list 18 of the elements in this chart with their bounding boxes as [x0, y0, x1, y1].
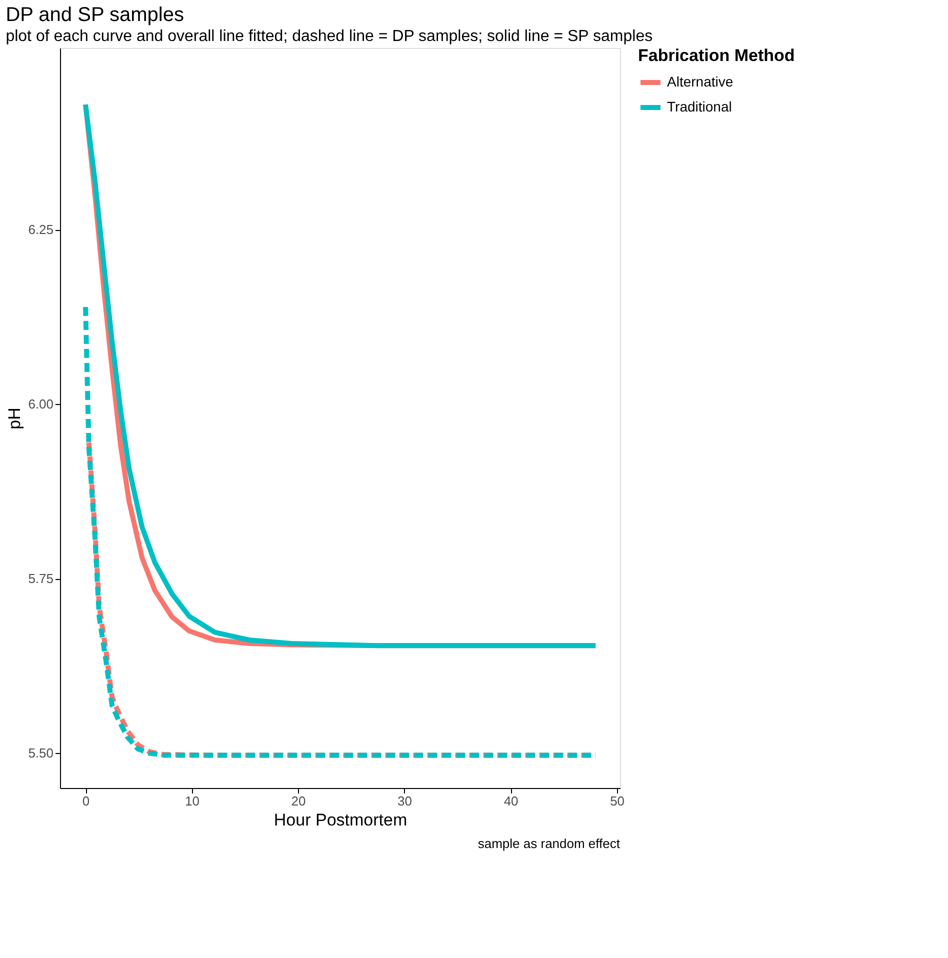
chart-subtitle: plot of each curve and overall line fitted; dashed line = DP samples; solid line = SP samples — [6, 28, 653, 45]
x-tick-label: 10 — [185, 794, 200, 808]
y-tick-label: 6.25 — [28, 222, 54, 238]
x-axis-title: Hour Postmortem — [274, 810, 408, 830]
y-tick-label: 5.75 — [28, 571, 54, 586]
legend-label: Alternative — [667, 74, 734, 90]
y-tick-label: 6.00 — [28, 396, 54, 412]
x-tick-label: 30 — [398, 794, 412, 808]
legend-label: Traditional — [667, 98, 732, 114]
x-tick-label: 40 — [504, 794, 518, 808]
x-tick-label: 0 — [82, 794, 90, 808]
x-tick-label: 20 — [291, 794, 306, 808]
legend-title: Fabrication Method — [638, 46, 795, 65]
y-axis-title: pH — [5, 408, 24, 430]
y-tick-label: 5.50 — [28, 746, 54, 761]
text: sample as random effect — [478, 836, 620, 851]
chart-title: DP and SP samples — [6, 4, 184, 26]
x-tick-label: 50 — [610, 794, 625, 808]
